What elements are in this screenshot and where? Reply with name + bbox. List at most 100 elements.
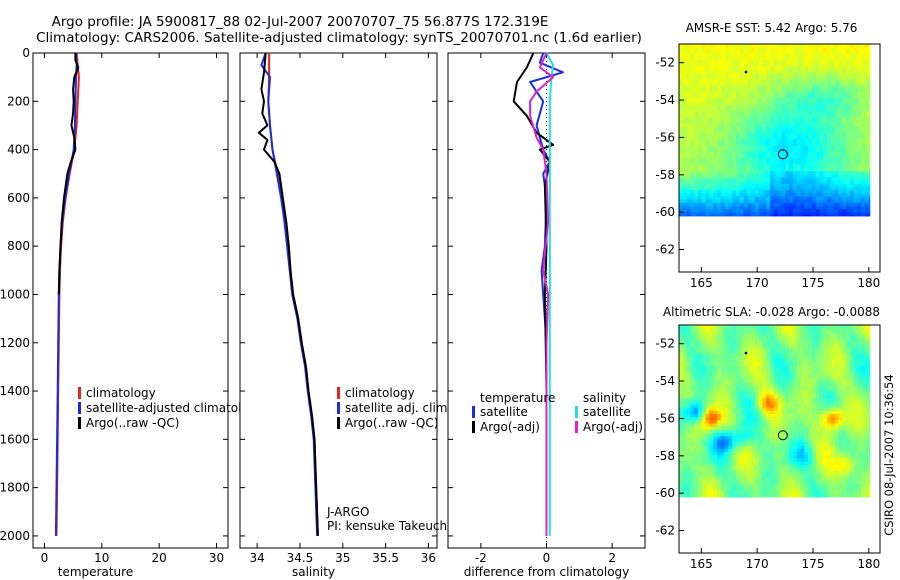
map-cell [861,133,866,137]
map-cell [868,101,871,105]
map-cell [830,158,836,162]
map-cell [758,461,763,466]
map-cell [682,50,687,54]
map-cell [701,401,706,405]
map-cell [777,113,782,118]
map-cell [861,44,866,48]
map-cell [728,193,733,197]
map-cell [865,59,870,64]
map-cell [838,113,843,118]
map-cell [698,359,703,364]
map-cell [762,477,767,482]
map-cell [773,372,779,377]
series-line-argo-raw-qc- [257,52,319,536]
map-cell [777,471,782,475]
map-cell [732,177,737,181]
map-cell [773,340,779,345]
map-cell [857,110,862,115]
map-cell [698,490,703,494]
map-cell [698,417,703,421]
map-cell [849,129,855,134]
map-cell [686,152,691,156]
map-cell [861,50,866,54]
map-cell [720,325,725,329]
map-cell [739,177,744,181]
map-cell [789,448,794,453]
map-cell [819,202,824,207]
map-cell [732,75,737,80]
map-cell [736,359,741,364]
map-cell [857,94,862,99]
map-cell [815,44,820,48]
map-cell [690,187,695,191]
map-cell [739,104,744,108]
map-cell [792,356,798,361]
map-cell [709,196,714,201]
map-cell [811,442,817,447]
map-cell [747,212,752,216]
map-cell [773,50,779,54]
map-cell [754,420,760,424]
map-cell [720,107,725,112]
map-cell [751,369,756,374]
map-cell [747,417,752,421]
map-cell [823,72,828,77]
map-cell [800,464,805,469]
map-cell [754,148,760,153]
map-cell [690,209,695,213]
map-cell [853,190,858,194]
map-cell [724,325,729,329]
map-cell [709,340,714,345]
map-cell [796,356,801,361]
map-cell [853,104,858,108]
y-tick-label: 1800 [0,481,30,495]
map-cell [698,75,703,80]
map-cell [804,448,809,453]
map-cell [819,120,824,124]
map-cell [728,53,733,58]
map-cell [754,464,760,469]
map-cell [701,164,706,169]
map-cell [785,215,790,217]
map-cell [698,158,703,162]
map-cell [754,129,760,134]
map-cell [781,206,786,210]
map-cell [796,129,801,134]
map-cell [701,490,706,494]
map-cell [743,414,748,418]
map-cell [830,85,836,89]
map-cell [732,391,737,396]
map-cell [842,161,847,166]
map-cell [777,98,782,102]
map-cell [754,458,760,462]
map-cell [781,337,786,342]
map-cell [751,98,756,102]
map-cell [819,91,824,96]
map-cell [709,190,714,194]
map-cell [758,325,763,329]
map-cell [846,190,851,194]
map-cell [758,331,763,335]
map-cell [754,167,760,172]
map-cell [838,202,843,207]
map-cell [773,202,779,207]
map-cell [709,388,714,393]
map-cell [827,75,832,80]
map-cell [724,117,729,121]
map-cell [830,142,836,147]
map-cell [842,174,847,178]
map-cell [743,458,748,462]
map-cell [789,129,794,134]
map-cell [770,133,775,137]
map-cell [834,126,839,131]
map-cell [804,493,809,497]
map-cell [766,82,771,86]
map-cell [773,461,779,466]
map-cell [758,190,763,194]
map-cell [773,63,779,67]
map-cell [770,429,775,434]
map-cell [743,72,748,77]
map-cell [865,152,870,156]
map-cell [823,56,828,61]
